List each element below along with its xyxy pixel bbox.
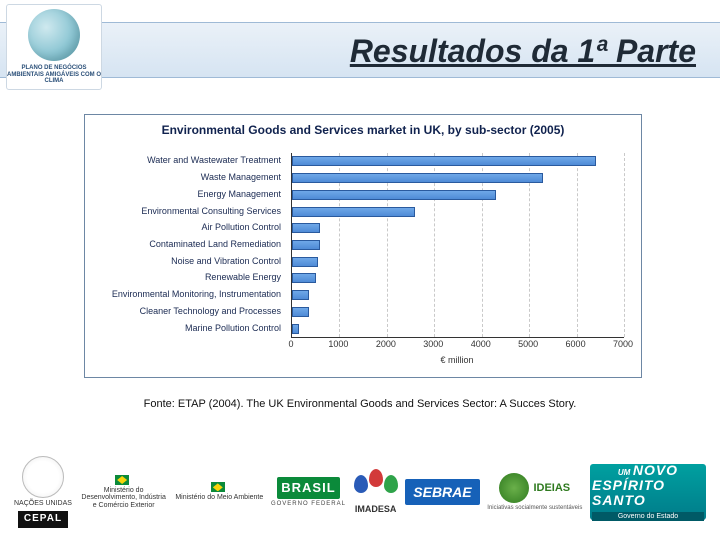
es-foot: Governo do Estado — [592, 512, 704, 522]
chart-x-tick-label: 4000 — [471, 339, 491, 349]
chart-bar — [292, 257, 318, 267]
chart-x-axis-label: € million — [291, 355, 623, 365]
logo-sebrae: SEBRAE — [405, 479, 479, 506]
chart-category-label: Water and Wastewater Treatment — [85, 155, 281, 165]
chart-x-tick-label: 0 — [288, 339, 293, 349]
es-big: ESPÍRITO SANTO — [592, 478, 704, 509]
chart-bar — [292, 324, 299, 334]
logo-un-label: NAÇÕES UNIDAS — [14, 500, 72, 507]
chart-container: Environmental Goods and Services market … — [84, 114, 642, 378]
chart-x-tick-label: 3000 — [423, 339, 443, 349]
brazil-flag-icon — [211, 482, 225, 492]
un-emblem-icon — [22, 456, 64, 498]
header-logo: PLANO DE NEGÓCIOS AMBIENTAIS AMIGÁVEIS C… — [6, 4, 102, 90]
chart-plot-area — [291, 153, 624, 338]
chart-bar — [292, 273, 316, 283]
chart-category-label: Environmental Monitoring, Instrumentatio… — [85, 289, 281, 299]
brasil-text: BRASIL — [281, 480, 335, 495]
ideias-icon — [499, 473, 529, 503]
chart-x-tick-label: 1000 — [328, 339, 348, 349]
slide-title: Resultados da 1ª Parte — [350, 33, 696, 70]
logo-imadesa: IMADESA — [354, 469, 398, 514]
chart-category-label: Energy Management — [85, 189, 281, 199]
chart-category-label: Noise and Vibration Control — [85, 256, 281, 266]
logo-mma-label: Ministério do Meio Ambiente — [175, 494, 263, 501]
footer-logos: NAÇÕES UNIDAS CEPAL Ministério do Desenv… — [0, 444, 720, 540]
chart-bar — [292, 290, 309, 300]
chart-bar — [292, 207, 415, 217]
brasil-mark: BRASIL — [277, 477, 339, 499]
novo-um: UM — [618, 468, 630, 477]
imadesa-icon — [354, 469, 398, 503]
chart-x-ticks: 01000200030004000500060007000 — [291, 339, 623, 353]
header-logo-caption: PLANO DE NEGÓCIOS AMBIENTAIS AMIGÁVEIS C… — [7, 65, 101, 85]
chart-bar — [292, 240, 320, 250]
title-band: Resultados da 1ª Parte — [0, 22, 720, 78]
chart-bar — [292, 307, 309, 317]
chart-gridline — [577, 153, 578, 337]
chart-category-labels: Water and Wastewater Treatment Waste Mana… — [85, 153, 287, 337]
logo-mma: Ministério do Meio Ambiente — [175, 482, 263, 501]
chart-title: Environmental Goods and Services market … — [85, 123, 641, 137]
logo-mdic: Ministério do Desenvolvimento, Indústria… — [80, 475, 168, 509]
chart-bar — [292, 156, 596, 166]
logo-ideias: IDEIAS Iniciativas socialmente sustentáv… — [487, 473, 582, 511]
chart-x-tick-label: 6000 — [566, 339, 586, 349]
chart-x-tick-label: 5000 — [518, 339, 538, 349]
chart-category-label: Marine Pollution Control — [85, 323, 281, 333]
logo-espirito-santo: UM NOVO ESPÍRITO SANTO Governo do Estado — [590, 464, 706, 520]
globe-icon — [28, 9, 80, 61]
chart-bar — [292, 173, 543, 183]
ideias-sub: Iniciativas socialmente sustentáveis — [487, 505, 582, 511]
brazil-flag-icon — [115, 475, 129, 485]
brasil-sub: GOVERNO FEDERAL — [271, 501, 346, 507]
logo-mdic-label: Ministério do Desenvolvimento, Indústria… — [80, 487, 168, 509]
imadesa-label: IMADESA — [355, 505, 397, 514]
chart-bar — [292, 190, 496, 200]
slide: Resultados da 1ª Parte PLANO DE NEGÓCIOS… — [0, 0, 720, 540]
novo-big: NOVO — [633, 462, 678, 478]
sebrae-mark: SEBRAE — [405, 479, 479, 506]
chart-bar — [292, 223, 320, 233]
chart-category-label: Contaminated Land Remediation — [85, 239, 281, 249]
chart-x-tick-label: 7000 — [613, 339, 633, 349]
chart-category-label: Environmental Consulting Services — [85, 206, 281, 216]
chart-category-label: Cleaner Technology and Processes — [85, 306, 281, 316]
chart-gridline — [624, 153, 625, 337]
chart-category-label: Renewable Energy — [85, 272, 281, 282]
ideias-label: IDEIAS — [533, 483, 570, 495]
logo-cepal: CEPAL — [18, 511, 68, 528]
logo-brasil: BRASIL GOVERNO FEDERAL — [271, 477, 346, 507]
source-citation: Fonte: ETAP (2004). The UK Environmental… — [0, 398, 720, 410]
chart-x-tick-label: 2000 — [376, 339, 396, 349]
chart-category-label: Waste Management — [85, 172, 281, 182]
chart-category-label: Air Pollution Control — [85, 222, 281, 232]
logo-un: NAÇÕES UNIDAS CEPAL — [14, 456, 72, 528]
